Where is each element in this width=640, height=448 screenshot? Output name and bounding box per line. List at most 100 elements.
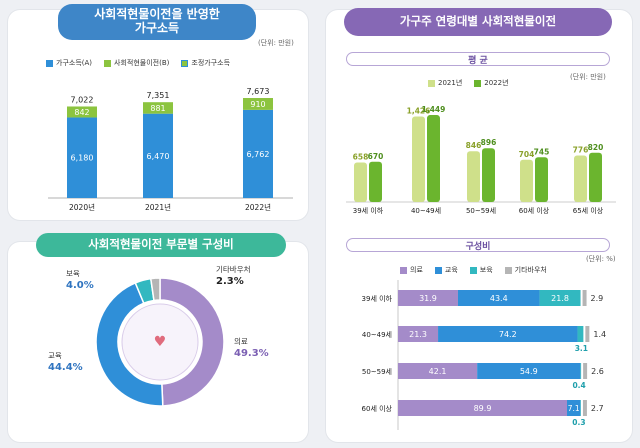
tick-label-age: 50~59세: [362, 367, 392, 376]
data-label-segment: 21.8: [551, 294, 569, 303]
bar-2021: [520, 159, 533, 202]
composition-section-label: 구성비: [346, 238, 610, 252]
bar-2022: [369, 161, 382, 202]
tick-label-year: 2021년: [145, 202, 171, 212]
bar-segment-의료: [398, 290, 458, 306]
bar-transfer: [67, 106, 97, 118]
data-label-segment: 31.9: [419, 294, 437, 303]
slice-label: 기타바우처: [216, 264, 251, 274]
bar-segment-voucher: [582, 290, 587, 306]
tick-label-age: 40~49세: [362, 330, 392, 339]
donut-slice-1: [95, 281, 164, 407]
data-label-segment: 89.9: [474, 404, 492, 413]
average-section-label: 평 균: [346, 52, 610, 66]
bar-segment-교육: [477, 363, 581, 379]
bar-2022: [427, 115, 440, 202]
donut-chart: ♥ 의료 49.3% 교육 44.4% 보육 4.0% 기타바우처 2.3%: [48, 264, 269, 407]
tick-label-age: 50~59세: [466, 206, 496, 215]
bar-income: [243, 109, 273, 198]
legend-item-2022: 2022년: [474, 78, 509, 88]
bar-segment-voucher: [582, 400, 587, 416]
tick-label-year: 2022년: [245, 202, 271, 212]
legend-item-education: 교육: [434, 265, 458, 275]
donut-slice-0: [159, 277, 225, 407]
bar-2022: [482, 148, 495, 202]
composition-unit: (단위: %): [586, 255, 616, 263]
legend-item-medical: 의료: [400, 265, 423, 275]
heart-icon: ♥: [154, 334, 167, 350]
slice-value: 49.3%: [234, 348, 269, 359]
family-illustration: [121, 303, 199, 381]
data-label-childcare: 3.1: [575, 344, 588, 353]
bar-segment-교육: [438, 326, 578, 342]
data-label-transfer: 842: [74, 108, 89, 117]
bar-segment-교육: [457, 290, 540, 306]
bar-segment-보육: [580, 400, 581, 416]
composition-legend: 의료 교육 보육 기타바우처: [400, 265, 547, 275]
data-label-avg: 745: [534, 147, 550, 156]
data-label-avg: 846: [466, 141, 482, 150]
data-label-transfer: 910: [250, 100, 265, 109]
composition-chart: 39세 이하 31.9 43.4 21.8 2.9 40~49세 21.3 74.2 1.4 3.…: [362, 280, 606, 430]
tick-label-age: 60세 이상: [362, 404, 393, 413]
data-label-avg: 896: [481, 138, 497, 147]
composition-panel-title: 사회적현물이전 부문별 구성비: [36, 233, 286, 257]
bar-income: [67, 117, 97, 198]
tick-label-age: 65세 이상: [573, 206, 604, 215]
bar-transfer: [143, 102, 173, 114]
tick-label-age: 40~49세: [411, 206, 441, 215]
data-label-segment: 21.3: [409, 330, 427, 339]
average-unit: (단위: 만원): [570, 73, 606, 81]
data-label-total: 7,673: [247, 87, 270, 96]
data-label-childcare: 0.4: [572, 381, 585, 390]
slice-value: 2.3%: [216, 276, 244, 287]
data-label-avg: 820: [588, 143, 604, 152]
bar-segment-voucher: [583, 363, 588, 379]
data-label-avg: 704: [519, 150, 535, 159]
data-label-total: 7,351: [147, 91, 170, 100]
bar-income: [143, 113, 173, 198]
income-legend: 가구소득(A) 사회적현물이전(B) 조정가구소득: [46, 58, 230, 68]
bar-transfer: [243, 98, 273, 110]
data-label-total: 7,022: [71, 95, 94, 104]
bar-segment-의료: [398, 326, 439, 342]
legend-item-voucher: 기타바우처: [504, 265, 547, 275]
age-panel-title: 가구주 연령대별 사회적현물이전: [344, 8, 612, 36]
bar-2022: [535, 157, 548, 202]
bar-segment-voucher: [585, 326, 590, 342]
income-unit: (단위: 만원): [258, 39, 294, 47]
slice-value: 4.0%: [66, 280, 94, 291]
legend-item-income: 가구소득(A): [46, 58, 92, 68]
data-label-avg: 1,449: [422, 105, 446, 114]
bar-segment-의료: [398, 400, 568, 416]
data-label-segment: 54.9: [520, 367, 538, 376]
data-label-income: 6,180: [71, 154, 94, 163]
slice-label: 의료: [234, 336, 248, 346]
data-label-transfer: 881: [150, 104, 165, 113]
data-label-voucher: 2.6: [591, 367, 604, 376]
bar-segment-보육: [580, 363, 582, 379]
bar-2021: [412, 116, 425, 202]
data-label-segment: 42.1: [429, 367, 447, 376]
data-label-avg: 776: [573, 145, 589, 154]
data-label-voucher: 1.4: [593, 330, 606, 339]
slice-value: 44.4%: [48, 362, 83, 373]
income-panel-title: 사회적현물이전을 반영한 가구소득: [58, 4, 256, 40]
bar-segment-교육: [567, 400, 581, 416]
data-label-avg: 658: [353, 153, 369, 162]
bar-2021: [574, 155, 587, 202]
data-label-segment: 43.4: [490, 294, 508, 303]
data-label-education: 7.1: [568, 404, 580, 413]
data-label-voucher: 2.7: [591, 404, 604, 413]
bar-segment-보육: [539, 290, 581, 306]
tick-label-year: 2020년: [69, 202, 95, 212]
bar-segment-보육: [577, 326, 584, 342]
data-label-childcare: 0.3: [572, 418, 585, 427]
legend-item-childcare: 보육: [469, 265, 493, 275]
bar-2021: [467, 151, 480, 202]
bar-segment-의료: [398, 363, 478, 379]
data-label-income: 6,470: [147, 152, 170, 161]
bar-2021: [354, 162, 367, 202]
tick-label-age: 39세 이하: [362, 294, 393, 303]
